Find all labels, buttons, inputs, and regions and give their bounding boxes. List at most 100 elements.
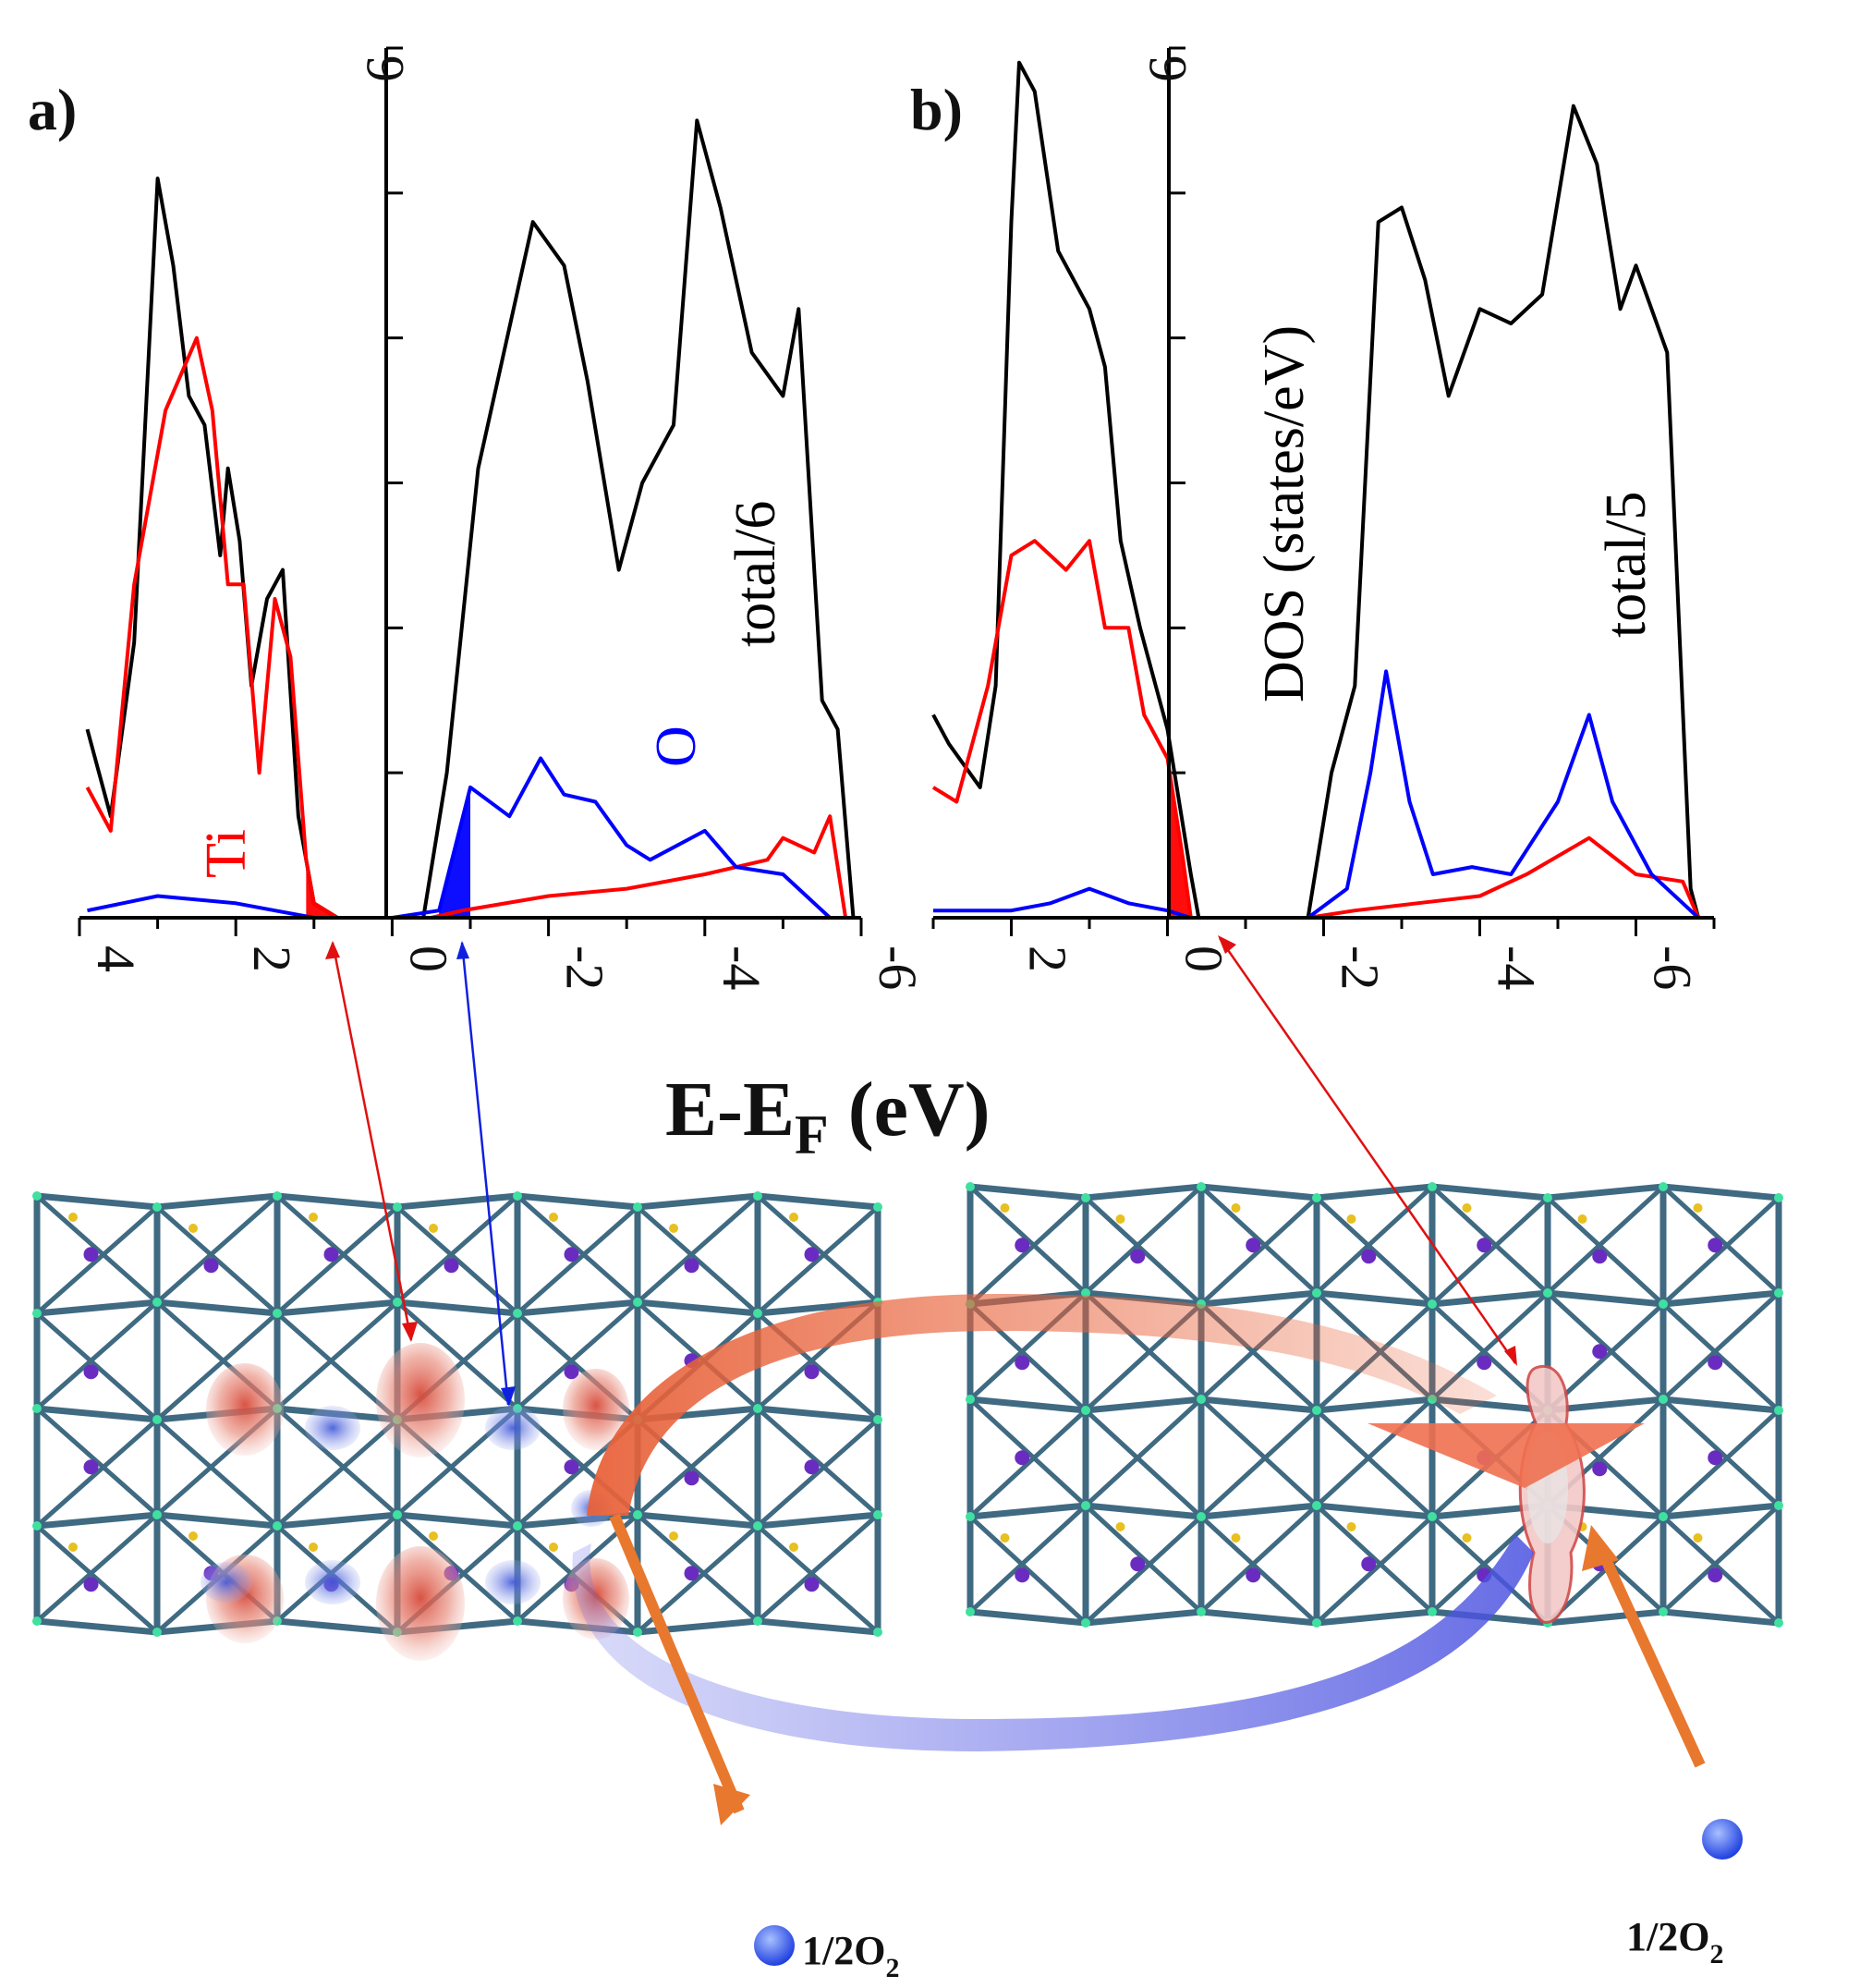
atom-o	[1659, 1395, 1668, 1404]
bond	[1546, 1196, 1665, 1306]
bond	[1430, 1185, 1550, 1295]
x-tick-label: -6	[1643, 945, 1703, 990]
atom-o	[513, 1616, 522, 1626]
bond	[636, 1205, 760, 1315]
bond	[1661, 1302, 1781, 1412]
atom-small	[789, 1543, 798, 1552]
bond	[35, 1418, 159, 1528]
bond	[1199, 1409, 1319, 1518]
atom-small	[549, 1213, 558, 1222]
bond	[275, 1418, 399, 1528]
bond	[275, 1205, 399, 1315]
o2-label-left: 1/2O2	[802, 1928, 899, 1983]
atom-o	[1081, 1193, 1090, 1202]
charge-blob	[305, 1406, 360, 1450]
atom-li	[564, 1247, 579, 1262]
bond	[1547, 1289, 1664, 1308]
atom-small	[1346, 1214, 1356, 1224]
atom-o	[1428, 1512, 1437, 1521]
atom-li	[1130, 1249, 1146, 1264]
x-tick-label: -2	[555, 945, 615, 990]
bond	[1199, 1504, 1319, 1614]
atom-o	[966, 1395, 975, 1404]
dos-lines-b	[931, 60, 1701, 920]
charge-blob	[485, 1406, 541, 1450]
atom-o	[1312, 1193, 1321, 1202]
bond	[35, 1513, 159, 1623]
atom-o	[1081, 1618, 1090, 1628]
atom-small	[549, 1543, 558, 1552]
atom-o	[152, 1202, 162, 1212]
bond	[757, 1192, 879, 1211]
atom-o	[1312, 1288, 1321, 1298]
atom-o	[873, 1202, 882, 1212]
bond	[155, 1194, 279, 1304]
bond	[1085, 1289, 1202, 1308]
bond	[1200, 1396, 1318, 1414]
bond	[1316, 1502, 1433, 1520]
atom-li	[83, 1459, 99, 1475]
annotation-ti: Ti	[195, 829, 258, 878]
atom-li	[1015, 1450, 1030, 1466]
atom-small	[309, 1543, 318, 1552]
bond	[396, 1192, 518, 1211]
atom-o	[393, 1510, 402, 1519]
x-tick-label: -2	[1331, 945, 1391, 990]
atom-o	[633, 1628, 642, 1637]
bond	[636, 1513, 760, 1623]
atom-li	[1708, 1450, 1723, 1466]
atom-li	[564, 1459, 579, 1475]
bond	[968, 1196, 1088, 1306]
bond	[1662, 1502, 1780, 1520]
bond	[276, 1511, 398, 1530]
atom-o	[1659, 1182, 1668, 1191]
bond	[35, 1300, 159, 1410]
atom-li	[564, 1364, 579, 1380]
atom-li	[83, 1364, 99, 1380]
atom-small	[429, 1224, 438, 1233]
series-line-total5	[931, 60, 1701, 920]
series-line-ti	[931, 539, 1700, 920]
bond	[1547, 1608, 1664, 1627]
bond	[516, 1300, 639, 1410]
charge-blob	[305, 1560, 360, 1604]
atom-small	[429, 1531, 438, 1541]
bond	[757, 1299, 879, 1317]
atom-li	[1246, 1238, 1261, 1253]
transfer-arrows	[325, 935, 1706, 1825]
connector-arrow-blue-a	[460, 942, 510, 1406]
bond	[1084, 1409, 1203, 1518]
atom-small	[1693, 1203, 1703, 1213]
bond	[517, 1192, 638, 1211]
bond	[1431, 1289, 1549, 1308]
atom-o	[1428, 1182, 1437, 1191]
o2-sphere-left	[754, 1925, 795, 1966]
bond	[156, 1192, 278, 1211]
crystal-structure-right	[966, 1182, 1783, 1628]
atom-o	[753, 1521, 762, 1531]
bond	[756, 1205, 880, 1315]
bond	[1315, 1504, 1434, 1614]
atom-o	[32, 1521, 42, 1531]
atom-li	[1246, 1567, 1261, 1583]
bond	[1085, 1608, 1202, 1627]
atom-o	[513, 1521, 522, 1531]
bond	[969, 1396, 1087, 1414]
bond	[969, 1608, 1087, 1627]
bond	[1316, 1396, 1433, 1414]
atom-o	[393, 1202, 402, 1212]
bond	[1084, 1515, 1203, 1625]
bond	[756, 1524, 880, 1634]
atom-li	[323, 1247, 339, 1262]
bond	[35, 1311, 159, 1421]
atom-small	[669, 1224, 678, 1233]
charge-blob	[485, 1560, 541, 1604]
bond	[1661, 1504, 1781, 1614]
bond	[1662, 1183, 1780, 1201]
atom-o	[1312, 1406, 1321, 1415]
o2-release-arrow-left	[609, 1513, 745, 1814]
atom-li	[684, 1258, 699, 1274]
annotation-o: O	[645, 726, 708, 767]
panel-label-b: b)	[910, 77, 963, 142]
atom-li	[804, 1577, 820, 1592]
